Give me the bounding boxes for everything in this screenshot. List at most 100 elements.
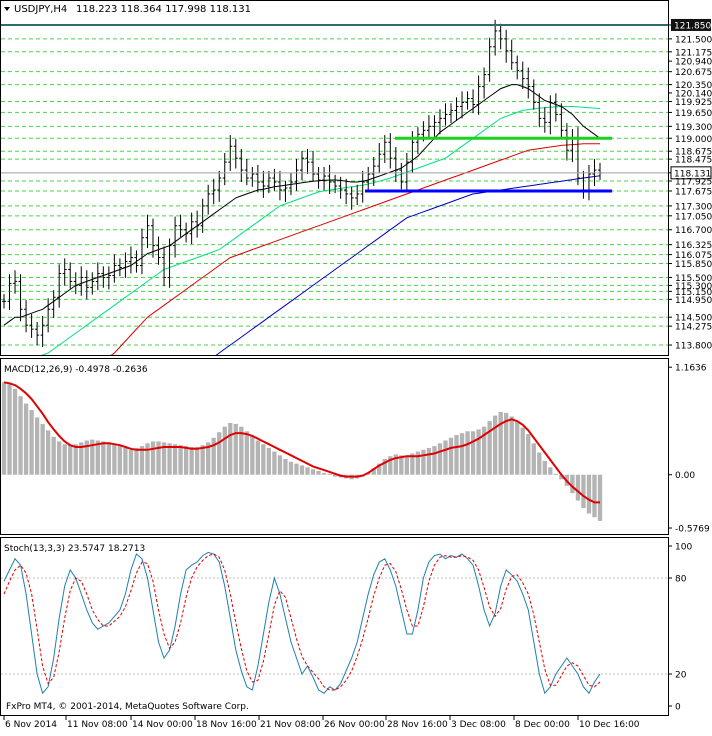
price-label: 117.925 xyxy=(668,178,712,188)
price-label: 120.940 xyxy=(668,58,712,68)
symbol-header: USDJPY,H4 118.223 118.364 117.998 118.13… xyxy=(4,4,251,15)
macd-bar xyxy=(40,423,45,475)
macd-bar xyxy=(261,444,266,475)
ema-mid-line xyxy=(41,106,601,355)
price-bar xyxy=(95,262,100,291)
macd-header: MACD(12,26,9) -0.4978 -0.2636 xyxy=(4,365,148,375)
macd-bar xyxy=(7,384,12,475)
macd-bar xyxy=(206,442,211,475)
price-bar xyxy=(167,238,172,288)
price-bar xyxy=(73,272,78,295)
price-bar xyxy=(46,298,51,333)
price-label-text: 119.300 xyxy=(675,123,712,133)
dropdown-triangle-icon[interactable] xyxy=(4,7,10,11)
price-bar xyxy=(139,228,144,275)
macd-bar xyxy=(167,443,172,475)
macd-bar xyxy=(194,447,200,475)
macd-bar xyxy=(586,474,592,514)
price-bar xyxy=(184,222,189,243)
price-bar xyxy=(360,170,365,203)
price-bar xyxy=(117,258,122,277)
copyright-text: FxPro MT4, © 2001-2014, MetaQuotes Softw… xyxy=(6,702,249,712)
macd-label-text: 1.1636 xyxy=(675,364,707,374)
macd-bar xyxy=(233,423,238,475)
macd-bar xyxy=(371,468,376,475)
price-bar xyxy=(217,170,222,202)
stoch-label-text: 80 xyxy=(675,575,687,585)
price-bar xyxy=(542,107,547,133)
price-bar xyxy=(244,158,249,186)
date-label: 14 Nov 00:00 xyxy=(130,716,193,730)
price-bar xyxy=(515,55,520,80)
macd-signal-path xyxy=(3,381,600,504)
macd-bar xyxy=(51,436,56,475)
macd-bar xyxy=(272,451,277,475)
price-bar xyxy=(382,135,387,163)
date-label: 11 Nov 08:00 xyxy=(65,716,128,730)
macd-bar xyxy=(382,459,387,475)
price-bar xyxy=(162,246,167,287)
macd-bar xyxy=(570,474,575,494)
date-label: 6 Nov 2014 xyxy=(3,716,57,730)
macd-bar xyxy=(294,463,299,475)
macd-bar xyxy=(465,431,470,475)
price-label-text: 117.925 xyxy=(675,178,712,188)
macd-bar xyxy=(492,415,498,475)
price-bar xyxy=(7,274,12,311)
price-bar xyxy=(388,133,393,169)
price-bar xyxy=(449,103,453,124)
current-price-text: 118.131 xyxy=(674,169,711,179)
macd-bar xyxy=(553,473,559,475)
macd-bar xyxy=(95,440,100,475)
price-bar xyxy=(90,272,95,295)
macd-bar xyxy=(548,467,553,475)
macd-bar xyxy=(421,449,426,475)
date-label-text: 11 Nov 08:00 xyxy=(67,720,128,730)
price-bar xyxy=(173,216,178,258)
price-pane-frame xyxy=(0,0,669,356)
price-bar xyxy=(112,254,117,283)
price-label-text: 115.850 xyxy=(675,260,712,270)
macd-label: 1.1636 xyxy=(668,364,707,374)
price-bar xyxy=(145,214,150,249)
stoch-label: 0 xyxy=(668,703,681,713)
price-bar xyxy=(84,270,89,300)
price-label: 115.150 xyxy=(668,288,712,298)
macd-bar xyxy=(1,382,7,475)
price-bar xyxy=(79,266,84,296)
ema-slow-line xyxy=(110,143,600,355)
macd-bar xyxy=(178,445,183,475)
macd-bar xyxy=(443,440,448,475)
macd-bar xyxy=(327,473,332,475)
date-label-text: 18 Nov 16:00 xyxy=(196,720,257,730)
price-bar xyxy=(570,129,575,163)
horizontal-levels[interactable] xyxy=(1,23,668,193)
macd-bar xyxy=(288,461,294,475)
symbol-name: USDJPY,H4 xyxy=(14,4,67,15)
macd-bar xyxy=(150,441,156,475)
price-bar xyxy=(371,156,376,186)
macd-bar xyxy=(597,474,603,521)
price-bar xyxy=(128,246,133,274)
price-bar xyxy=(338,176,343,199)
price-bar xyxy=(377,143,382,174)
price-label-text: 114.275 xyxy=(675,323,712,333)
price-bar xyxy=(531,79,536,110)
price-label: 114.950 xyxy=(668,296,712,306)
price-bar xyxy=(228,135,233,171)
price-bar xyxy=(255,164,260,193)
date-label: 18 Nov 16:00 xyxy=(194,716,257,730)
stoch-label-text: 20 xyxy=(675,671,687,681)
price-bar xyxy=(239,149,244,183)
macd-bar xyxy=(531,443,536,475)
price-bar xyxy=(586,164,591,201)
price-label: 119.000 xyxy=(668,135,712,145)
macd-bar xyxy=(106,442,112,475)
price-label-text: 121.500 xyxy=(675,35,712,45)
stoch-label: 80 xyxy=(668,575,687,585)
price-label: 118.675 xyxy=(668,148,712,158)
price-label-text: 115.150 xyxy=(675,288,712,298)
macd-bar xyxy=(332,474,338,477)
